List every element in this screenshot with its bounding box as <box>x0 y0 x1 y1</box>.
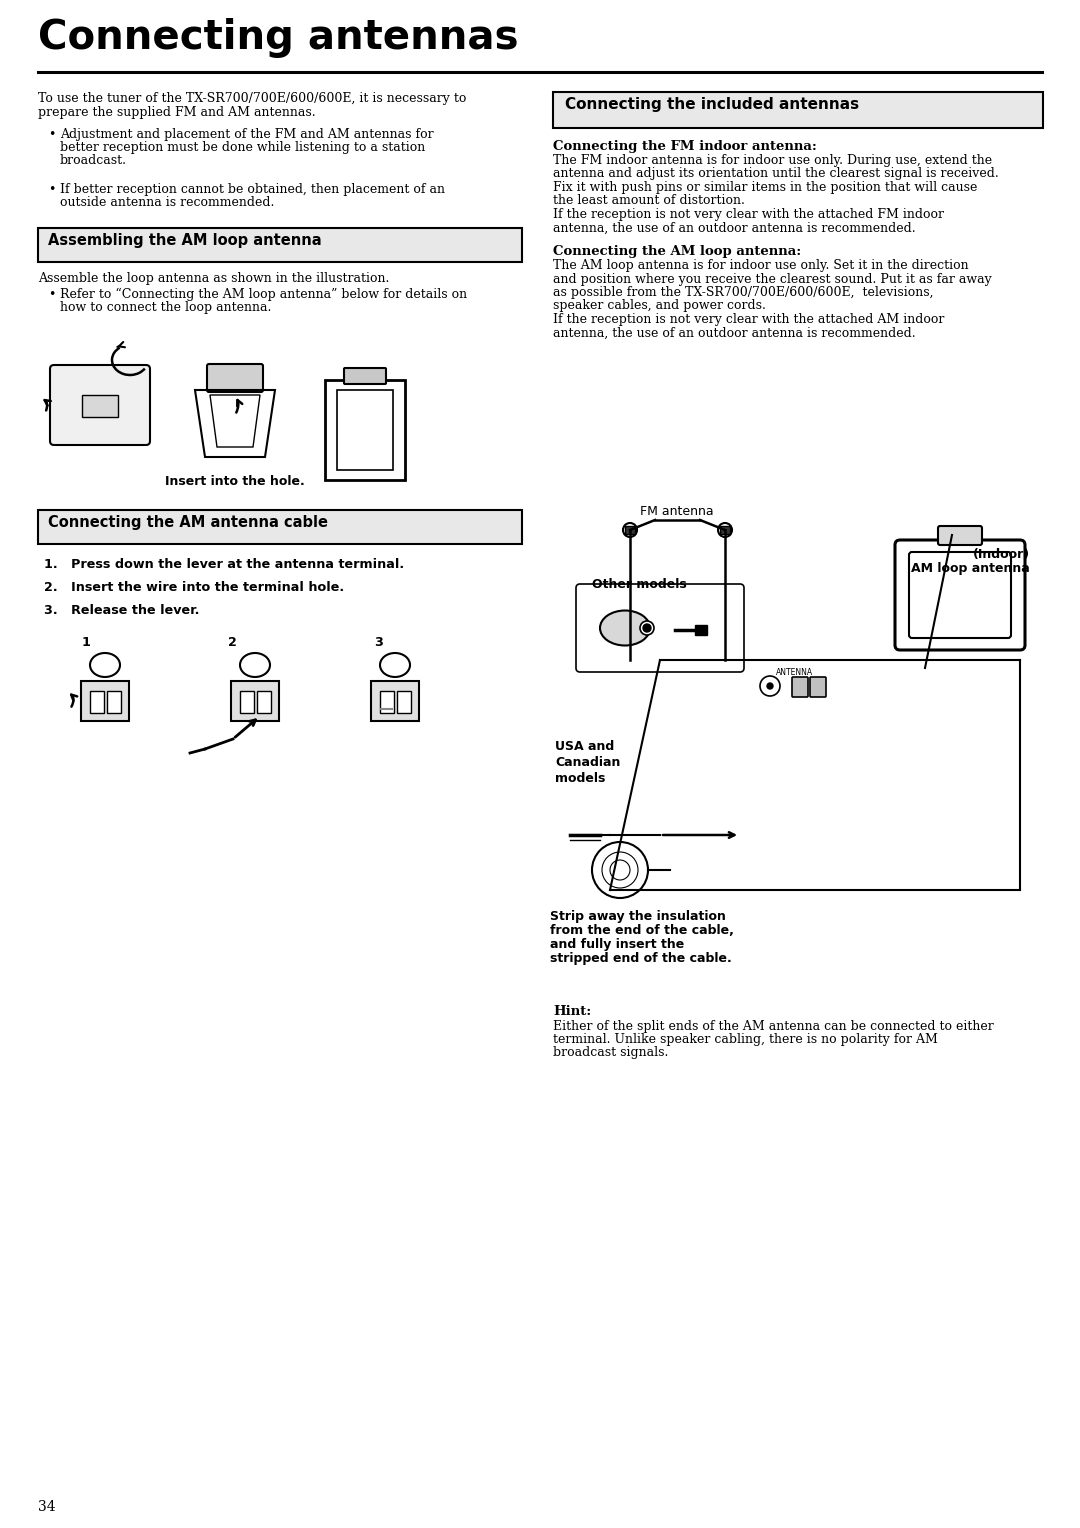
Text: FM antenna: FM antenna <box>640 504 714 518</box>
Text: The FM indoor antenna is for indoor use only. During use, extend the: The FM indoor antenna is for indoor use … <box>553 154 993 167</box>
Text: 1.   Press down the lever at the antenna terminal.: 1. Press down the lever at the antenna t… <box>44 558 404 571</box>
Text: models: models <box>555 772 606 785</box>
Text: 2.   Insert the wire into the terminal hole.: 2. Insert the wire into the terminal hol… <box>44 581 345 594</box>
FancyBboxPatch shape <box>337 390 393 471</box>
Text: Adjustment and placement of the FM and AM antennas for: Adjustment and placement of the FM and A… <box>60 128 434 141</box>
FancyBboxPatch shape <box>720 526 730 533</box>
Text: If the reception is not very clear with the attached FM indoor: If the reception is not very clear with … <box>553 208 944 222</box>
Text: Connecting the AM loop antenna:: Connecting the AM loop antenna: <box>553 244 801 258</box>
Text: and position where you receive the clearest sound. Put it as far away: and position where you receive the clear… <box>553 272 991 286</box>
FancyBboxPatch shape <box>38 228 522 261</box>
Text: 3.   Release the lever.: 3. Release the lever. <box>44 604 200 617</box>
Text: broadcast signals.: broadcast signals. <box>553 1047 669 1059</box>
Text: Either of the split ends of the AM antenna can be connected to either: Either of the split ends of the AM anten… <box>553 1021 994 1033</box>
Circle shape <box>767 683 773 689</box>
Text: USA and: USA and <box>555 740 615 753</box>
Text: (Indoor): (Indoor) <box>973 549 1030 561</box>
Text: To use the tuner of the TX-SR700/700E/600/600E, it is necessary to: To use the tuner of the TX-SR700/700E/60… <box>38 92 467 105</box>
Text: how to connect the loop antenna.: how to connect the loop antenna. <box>60 301 271 313</box>
FancyBboxPatch shape <box>231 681 279 721</box>
Text: ANTENNA: ANTENNA <box>777 668 813 677</box>
Text: Connecting the AM antenna cable: Connecting the AM antenna cable <box>48 515 328 530</box>
Text: Strip away the insulation: Strip away the insulation <box>550 911 726 923</box>
Text: 1: 1 <box>82 636 91 649</box>
Text: Assembling the AM loop antenna: Assembling the AM loop antenna <box>48 232 322 248</box>
FancyBboxPatch shape <box>107 691 121 714</box>
Text: and fully insert the: and fully insert the <box>550 938 685 950</box>
FancyBboxPatch shape <box>82 396 118 417</box>
FancyBboxPatch shape <box>939 526 982 545</box>
FancyBboxPatch shape <box>397 691 411 714</box>
FancyBboxPatch shape <box>792 677 808 697</box>
FancyBboxPatch shape <box>240 691 254 714</box>
Text: Canadian: Canadian <box>555 756 620 769</box>
Text: Refer to “Connecting the AM loop antenna” below for details on: Refer to “Connecting the AM loop antenna… <box>60 287 468 301</box>
Circle shape <box>643 623 651 633</box>
FancyBboxPatch shape <box>576 584 744 672</box>
Text: Connecting antennas: Connecting antennas <box>38 18 518 58</box>
Text: stripped end of the cable.: stripped end of the cable. <box>550 952 732 966</box>
FancyBboxPatch shape <box>325 380 405 480</box>
Text: prepare the supplied FM and AM antennas.: prepare the supplied FM and AM antennas. <box>38 105 315 119</box>
FancyBboxPatch shape <box>345 368 386 384</box>
FancyBboxPatch shape <box>625 526 635 533</box>
Text: Connecting the FM indoor antenna:: Connecting the FM indoor antenna: <box>553 141 816 153</box>
Text: The AM loop antenna is for indoor use only. Set it in the direction: The AM loop antenna is for indoor use on… <box>553 260 969 272</box>
Text: Fix it with push pins or similar items in the position that will cause: Fix it with push pins or similar items i… <box>553 180 977 194</box>
Text: •: • <box>48 128 55 141</box>
FancyBboxPatch shape <box>50 365 150 445</box>
Text: outside antenna is recommended.: outside antenna is recommended. <box>60 196 274 209</box>
Text: If better reception cannot be obtained, then placement of an: If better reception cannot be obtained, … <box>60 183 445 196</box>
Text: broadcast.: broadcast. <box>60 154 127 167</box>
Ellipse shape <box>600 611 650 645</box>
Ellipse shape <box>640 620 654 636</box>
FancyBboxPatch shape <box>380 691 394 714</box>
Text: speaker cables, and power cords.: speaker cables, and power cords. <box>553 299 766 313</box>
FancyBboxPatch shape <box>90 691 104 714</box>
FancyBboxPatch shape <box>909 552 1011 639</box>
Text: AM loop antenna: AM loop antenna <box>912 562 1030 575</box>
Text: better reception must be done while listening to a station: better reception must be done while list… <box>60 141 426 154</box>
Text: Connecting the included antennas: Connecting the included antennas <box>565 96 859 112</box>
FancyBboxPatch shape <box>553 92 1043 128</box>
Text: antenna, the use of an outdoor antenna is recommended.: antenna, the use of an outdoor antenna i… <box>553 327 916 339</box>
FancyBboxPatch shape <box>257 691 271 714</box>
FancyBboxPatch shape <box>895 539 1025 649</box>
Text: Insert into the hole.: Insert into the hole. <box>165 475 305 487</box>
Text: •: • <box>48 287 55 301</box>
Text: antenna, the use of an outdoor antenna is recommended.: antenna, the use of an outdoor antenna i… <box>553 222 916 234</box>
Text: from the end of the cable,: from the end of the cable, <box>550 924 734 937</box>
Text: 3: 3 <box>374 636 383 649</box>
Text: Other models: Other models <box>592 578 687 591</box>
Text: 34: 34 <box>38 1500 56 1514</box>
Text: •: • <box>48 183 55 196</box>
FancyBboxPatch shape <box>207 364 264 393</box>
FancyBboxPatch shape <box>81 681 129 721</box>
Text: antenna and adjust its orientation until the clearest signal is received.: antenna and adjust its orientation until… <box>553 168 999 180</box>
FancyBboxPatch shape <box>38 510 522 544</box>
Text: Hint:: Hint: <box>553 1005 591 1018</box>
Text: Assemble the loop antenna as shown in the illustration.: Assemble the loop antenna as shown in th… <box>38 272 390 286</box>
Text: terminal. Unlike speaker cabling, there is no polarity for AM: terminal. Unlike speaker cabling, there … <box>553 1033 937 1047</box>
Text: 2: 2 <box>228 636 237 649</box>
FancyBboxPatch shape <box>810 677 826 697</box>
Text: the least amount of distortion.: the least amount of distortion. <box>553 194 745 208</box>
Text: as possible from the TX-SR700/700E/600/600E,  televisions,: as possible from the TX-SR700/700E/600/6… <box>553 286 933 299</box>
FancyBboxPatch shape <box>696 625 707 636</box>
Text: If the reception is not very clear with the attached AM indoor: If the reception is not very clear with … <box>553 313 944 325</box>
FancyBboxPatch shape <box>372 681 419 721</box>
